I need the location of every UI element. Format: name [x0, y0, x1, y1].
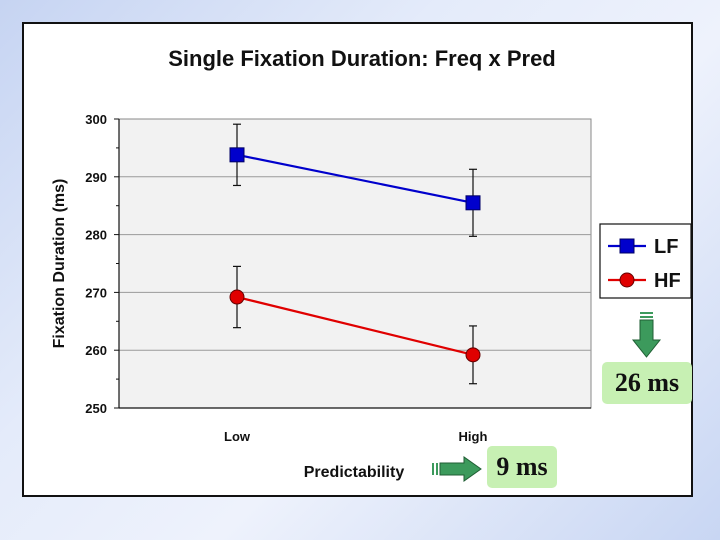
down-arrow-icon: [631, 319, 662, 358]
x-tick-label: High: [459, 429, 488, 444]
legend-label-lf: LF: [654, 236, 678, 258]
arrow-stripe: [432, 463, 434, 475]
pred-effect-callout: 9 ms: [487, 446, 557, 488]
data-point-hf: [229, 289, 245, 305]
y-tick-label: 250: [85, 401, 107, 416]
arrow-stripe: [436, 463, 438, 475]
slide-frame: Single Fixation Duration: Freq x Pred 250…: [22, 22, 693, 497]
y-tick-label: 270: [85, 285, 107, 300]
data-point-hf: [465, 347, 481, 363]
y-tick-label: 260: [85, 343, 107, 358]
freq-effect-callout: 26 ms: [602, 362, 692, 404]
series-line-hf: [236, 295, 474, 356]
arrow-stripe: [640, 312, 653, 314]
legend-label-hf: HF: [654, 270, 681, 292]
x-axis-label: Predictability: [304, 464, 405, 481]
chart-title: Single Fixation Duration: Freq x Pred: [168, 46, 556, 71]
y-tick-label: 280: [85, 228, 107, 243]
y-tick-label: 290: [85, 170, 107, 185]
data-point-lf: [229, 147, 245, 163]
x-tick-label: Low: [224, 429, 251, 444]
chart: Single Fixation Duration: Freq x Pred 250…: [51, 46, 692, 482]
data-point-lf: [465, 195, 481, 211]
right-arrow-icon: [439, 456, 482, 482]
legend-box: [599, 223, 692, 299]
arrow-stripe: [640, 316, 653, 318]
series-line-lf: [236, 153, 474, 204]
plot-area: [118, 118, 592, 409]
y-axis-label: Fixation Duration (ms): [51, 179, 68, 349]
legend-marker-lf: [619, 238, 635, 254]
legend-marker-hf: [619, 272, 635, 288]
y-tick-label: 300: [85, 112, 107, 127]
